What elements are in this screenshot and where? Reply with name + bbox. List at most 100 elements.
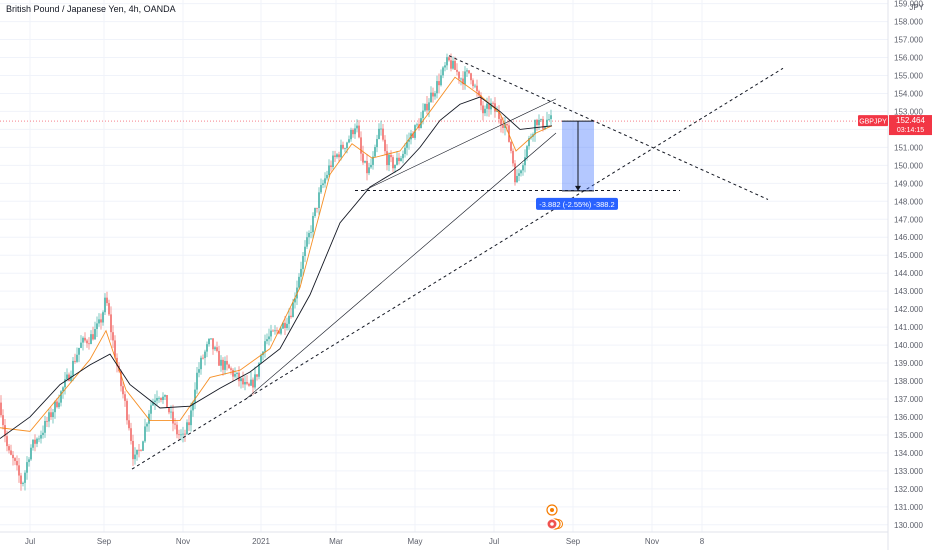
candle-body bbox=[228, 364, 230, 369]
candle-body bbox=[46, 420, 48, 422]
candle-body bbox=[422, 110, 424, 119]
candle-body bbox=[42, 432, 44, 435]
price-tick-label: 147.000 bbox=[894, 215, 923, 224]
candle-body bbox=[486, 103, 488, 109]
candle-body bbox=[260, 355, 262, 364]
candle-body bbox=[284, 322, 286, 328]
candle-body bbox=[388, 154, 390, 166]
candle-body bbox=[278, 330, 280, 334]
candle-body bbox=[270, 330, 272, 337]
candle-body bbox=[20, 475, 22, 484]
candle-body bbox=[8, 446, 10, 451]
measure-label[interactable]: -3.882 (-2.55%) -388.2 bbox=[536, 197, 618, 210]
candle-body bbox=[502, 124, 504, 128]
candle-body bbox=[430, 92, 432, 103]
candle-body bbox=[22, 482, 24, 484]
candle-body bbox=[378, 128, 380, 140]
candle-body bbox=[366, 160, 368, 174]
candle-body bbox=[220, 359, 222, 366]
candle-body bbox=[458, 71, 460, 79]
candle-body bbox=[82, 337, 84, 343]
price-axis[interactable]: 159.000 158.000 157.000 156.000 155.000 154.0… bbox=[894, 0, 923, 530]
price-tick-label: 140.000 bbox=[894, 341, 923, 350]
candle-body bbox=[198, 369, 200, 373]
time-axis[interactable]: Jul Sep Nov 2021 Mar May Jul Sep Nov 8 bbox=[25, 537, 705, 546]
candle-body bbox=[168, 407, 170, 413]
price-tick-label: 158.000 bbox=[894, 18, 923, 27]
candle-body bbox=[314, 207, 316, 217]
candle-body bbox=[136, 449, 138, 455]
candle-body bbox=[68, 374, 70, 381]
candle-body bbox=[14, 458, 16, 461]
candle-body bbox=[254, 374, 256, 388]
candle-body bbox=[328, 165, 330, 175]
candle-body bbox=[444, 65, 446, 68]
resistance-trendline[interactable] bbox=[448, 55, 769, 200]
dividend-event-icon-dot bbox=[550, 508, 554, 512]
candle-body bbox=[240, 378, 242, 382]
trendline-1[interactable] bbox=[245, 132, 557, 400]
candle-body bbox=[542, 119, 544, 129]
candle-body bbox=[488, 103, 490, 110]
event-icons[interactable] bbox=[546, 504, 563, 530]
candle-body bbox=[152, 402, 154, 406]
candle-body bbox=[32, 439, 34, 448]
candle-body bbox=[244, 382, 246, 385]
candle-body bbox=[360, 137, 362, 154]
candle-body bbox=[236, 372, 238, 375]
price-tick-label: 137.000 bbox=[894, 395, 923, 404]
support-trendline[interactable] bbox=[131, 67, 784, 470]
candle-body bbox=[514, 163, 516, 183]
candle-body bbox=[510, 141, 512, 151]
candle-body bbox=[224, 360, 226, 370]
candle-body bbox=[184, 433, 186, 435]
candle-body bbox=[372, 156, 374, 165]
candle-body bbox=[166, 395, 168, 408]
candle-body bbox=[274, 330, 276, 332]
candle-body bbox=[238, 372, 240, 382]
candle-body bbox=[482, 105, 484, 114]
candle-body bbox=[544, 125, 546, 129]
symbol-badge[interactable]: GBPJPY bbox=[858, 115, 888, 127]
candle-body bbox=[492, 102, 494, 104]
candle-body bbox=[294, 298, 296, 303]
drawings[interactable]: -3.882 (-2.55%) -388.2 bbox=[131, 55, 784, 470]
candle-body bbox=[108, 303, 110, 315]
candle-body bbox=[538, 119, 540, 126]
price-tick-label: 144.000 bbox=[894, 269, 923, 278]
candle-body bbox=[286, 323, 288, 328]
candle-body bbox=[432, 92, 434, 97]
candle-body bbox=[66, 374, 68, 380]
candle-body bbox=[102, 312, 104, 323]
time-tick-label: 2021 bbox=[252, 537, 270, 546]
candle-body bbox=[478, 91, 480, 96]
candle-body bbox=[516, 175, 518, 183]
candle-body bbox=[230, 368, 232, 370]
price-tick-label: 134.000 bbox=[894, 449, 923, 458]
candle-body bbox=[348, 139, 350, 143]
price-tick-label: 130.000 bbox=[894, 521, 923, 530]
candle-body bbox=[214, 347, 216, 350]
candle-body bbox=[76, 354, 78, 362]
candle-body bbox=[12, 454, 14, 459]
measure-label-bg bbox=[536, 197, 618, 210]
candle-body bbox=[188, 422, 190, 426]
chart-title: British Pound / Japanese Yen, 4h, OANDA bbox=[6, 4, 176, 14]
candle-body bbox=[342, 144, 344, 149]
trendline-2[interactable] bbox=[363, 98, 557, 191]
moving-average-fast bbox=[0, 76, 553, 432]
candle-body bbox=[518, 173, 520, 176]
current-price-badge[interactable]: 152.464 03:14:15 bbox=[889, 115, 932, 136]
candle-body bbox=[312, 216, 314, 233]
candle-body bbox=[362, 153, 364, 163]
candle-body bbox=[386, 151, 388, 166]
candle-body bbox=[352, 129, 354, 135]
price-tick-label: 146.000 bbox=[894, 233, 923, 242]
time-tick-label: Sep bbox=[97, 537, 112, 546]
candle-body bbox=[276, 330, 278, 332]
candle-body bbox=[52, 412, 54, 418]
candle-body bbox=[306, 237, 308, 247]
candle-body bbox=[408, 139, 410, 142]
candle-body bbox=[156, 397, 158, 401]
